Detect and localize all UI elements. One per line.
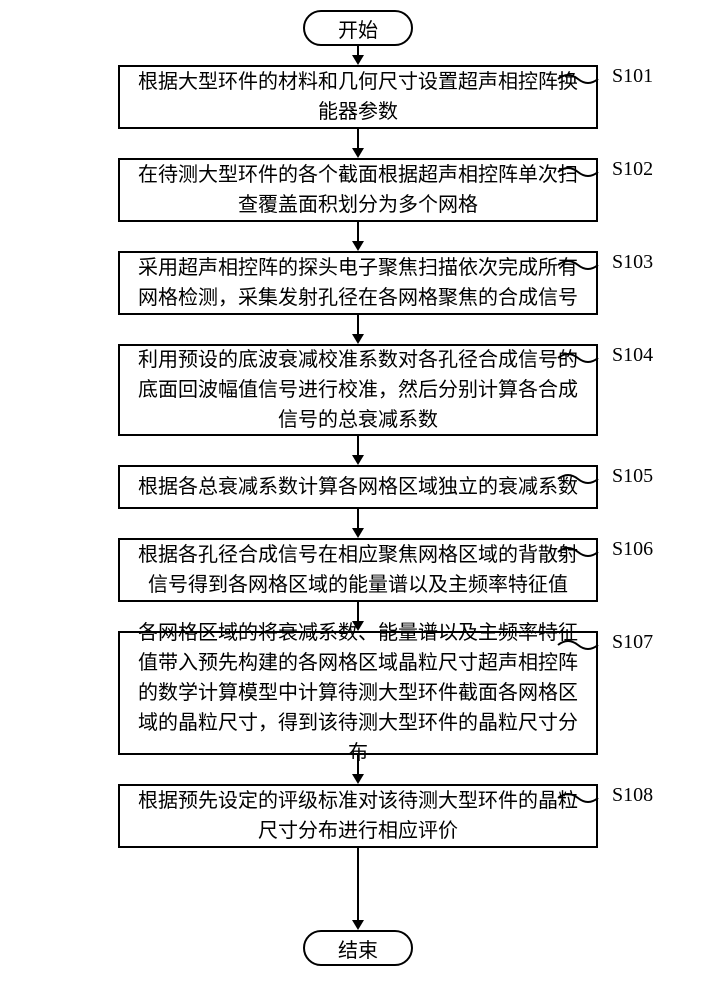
arrow-line [357,848,359,920]
leader-squiggle [556,348,606,368]
arrow-head [352,528,364,538]
leader-squiggle [556,469,606,489]
process-step: 根据大型环件的材料和几何尺寸设置超声相控阵换能器参数 [118,65,598,129]
arrow-head [352,55,364,65]
process-step: 利用预设的底波衰减校准系数对各孔径合成信号的底面回波幅值信号进行校准，然后分别计… [118,344,598,436]
arrow-line [357,222,359,241]
arrow-head [352,334,364,344]
arrow-head [352,774,364,784]
arrow-line [357,129,359,148]
process-step: 采用超声相控阵的探头电子聚焦扫描依次完成所有网格检测，采集发射孔径在各网格聚焦的… [118,251,598,315]
step-label: S102 [612,158,653,181]
process-step: 根据各孔径合成信号在相应聚焦网格区域的背散射信号得到各网格区域的能量谱以及主频率… [118,538,598,602]
arrow-line [357,755,359,774]
end-terminator: 结束 [303,930,413,966]
leader-squiggle [556,635,606,655]
arrow-line [357,46,359,55]
step-label: S106 [612,538,653,561]
leader-squiggle [556,542,606,562]
start-terminator: 开始 [303,10,413,46]
process-step: 各网格区域的将衰减系数、能量谱以及主频率特征值带入预先构建的各网格区域晶粒尺寸超… [118,631,598,755]
leader-squiggle [556,255,606,275]
flowchart-canvas: 开始根据大型环件的材料和几何尺寸设置超声相控阵换能器参数 S101 在待测大型环件的… [0,0,716,1000]
arrow-head [352,148,364,158]
step-label: S108 [612,784,653,807]
arrow-line [357,315,359,334]
leader-squiggle [556,69,606,89]
leader-squiggle [556,788,606,808]
arrow-head [352,455,364,465]
arrow-line [357,436,359,455]
step-label: S104 [612,344,653,367]
arrow-head [352,920,364,930]
process-step: 根据各总衰减系数计算各网格区域独立的衰减系数 [118,465,598,509]
arrow-line [357,509,359,528]
leader-squiggle [556,162,606,182]
arrow-head [352,241,364,251]
step-label: S107 [612,631,653,654]
process-step: 在待测大型环件的各个截面根据超声相控阵单次扫查覆盖面积划分为多个网格 [118,158,598,222]
step-label: S105 [612,465,653,488]
step-label: S101 [612,65,653,88]
step-label: S103 [612,251,653,274]
process-step: 根据预先设定的评级标准对该待测大型环件的晶粒尺寸分布进行相应评价 [118,784,598,848]
